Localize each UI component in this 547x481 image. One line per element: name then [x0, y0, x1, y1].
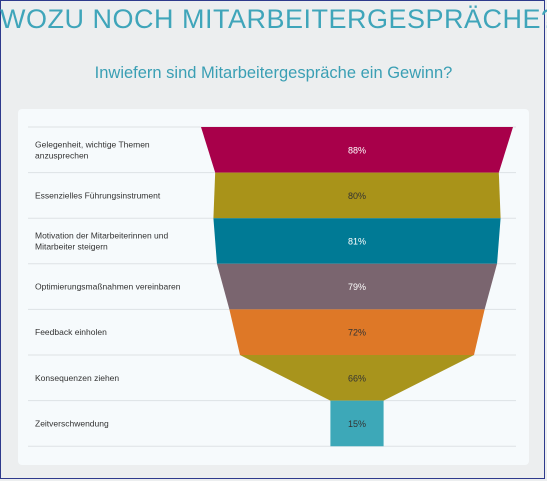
category-label-1: Gelegenheit, wichtige Themen anzusprechen [35, 139, 150, 160]
funnel-segment-5 [229, 309, 485, 355]
funnel-segment-2 [213, 172, 501, 219]
value-label-6: 66% [348, 373, 366, 383]
category-label-3: Motivation der Mitarbeiterinnen und Mitar… [35, 231, 169, 252]
category-label-6: Konsequenzen ziehen [35, 373, 119, 383]
page-title: WOZU NOCH MITARBEITERGESPRÄCHE? [0, 4, 547, 34]
value-label-7: 15% [348, 419, 366, 429]
funnel-segment-7 [330, 400, 384, 447]
value-label-3: 81% [348, 237, 366, 247]
chart-subtitle: Inwiefern sind Mitarbeitergespräche ein … [94, 64, 453, 82]
value-label-4: 79% [348, 282, 366, 292]
funnel-segment-6 [240, 355, 474, 401]
category-label-5: Feedback einholen [35, 327, 107, 337]
funnel-segment-4 [216, 263, 498, 310]
value-label-2: 80% [348, 191, 366, 201]
category-label-4: Optimierungsmaßnahmen vereinbaren [35, 282, 181, 292]
category-label-2: Essenzielles Führungsinstrument [35, 190, 161, 200]
funnel-segment-3 [213, 218, 501, 264]
funnel-segment-1 [201, 127, 513, 173]
value-label-1: 88% [348, 145, 366, 155]
category-label-7: Zeitverschwendung [35, 418, 109, 428]
value-label-5: 72% [348, 328, 366, 338]
